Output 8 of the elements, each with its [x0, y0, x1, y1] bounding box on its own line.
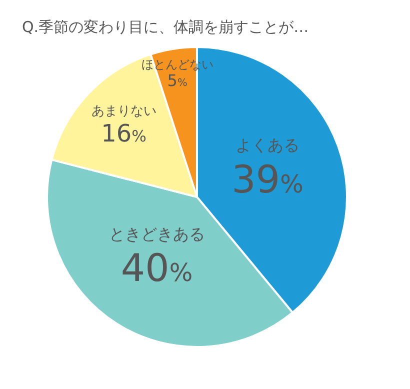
data-label: 39%	[232, 157, 304, 202]
slice-label: ときどきある	[108, 224, 205, 244]
data-label: 5%	[167, 71, 188, 90]
data-label: 16%	[101, 119, 146, 148]
slice-label: あまりない	[91, 104, 156, 120]
slice-label: よくある	[236, 136, 300, 155]
chart-title: Q.季節の変わり目に、体調を崩すことが…	[22, 18, 309, 36]
data-label: 40%	[120, 246, 193, 290]
